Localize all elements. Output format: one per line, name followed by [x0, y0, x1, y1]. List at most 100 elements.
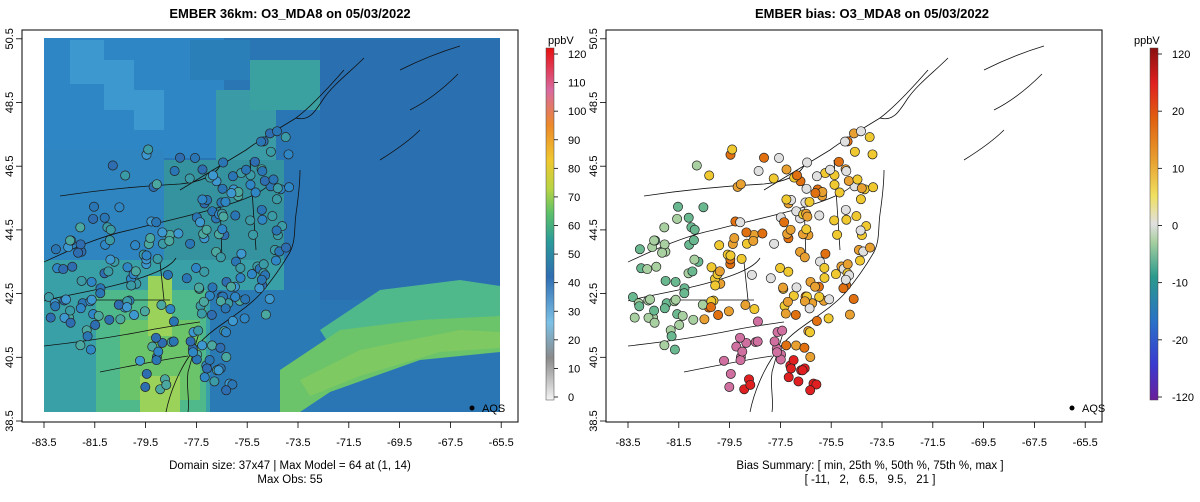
station-marker — [669, 344, 680, 355]
station-marker — [699, 314, 710, 325]
station-marker — [284, 182, 295, 193]
station-marker — [218, 157, 229, 168]
right-colorbar-ramp — [1149, 47, 1159, 401]
station-marker — [673, 201, 683, 212]
x-tick-label: -65.5 — [1073, 437, 1098, 449]
x-tick-label: -79.5 — [717, 437, 742, 449]
station-marker — [105, 224, 116, 235]
right-plot-frame — [605, 29, 1103, 423]
colorbar-tick-label: 20 — [568, 335, 580, 347]
station-marker — [775, 263, 786, 273]
station-marker — [651, 261, 662, 272]
station-marker — [777, 325, 788, 336]
station-marker — [107, 160, 118, 171]
x-tick-label: -83.5 — [615, 437, 640, 449]
station-marker — [688, 314, 699, 325]
station-marker — [99, 212, 110, 223]
station-marker — [61, 294, 71, 305]
station-marker — [227, 316, 238, 326]
y-tick-label: 44.5 — [588, 219, 600, 240]
station-marker — [848, 294, 859, 304]
station-marker — [805, 352, 816, 362]
station-marker — [113, 299, 124, 310]
colorbar-tick-label: 30 — [568, 306, 580, 318]
station-marker — [75, 303, 86, 314]
station-marker — [746, 269, 757, 280]
station-marker — [810, 188, 821, 199]
colorbar-tick-label: 90 — [568, 135, 580, 147]
colorbar-tick-label: 120 — [1172, 49, 1190, 61]
station-marker — [157, 227, 168, 238]
station-marker — [105, 254, 116, 265]
station-marker — [89, 201, 99, 212]
left-map-panel: -83.5 -81.5 -79.5 -77.5 -75.5 -73.5 -71.5 -69.5… — [4, 28, 586, 449]
station-marker — [723, 306, 734, 317]
station-marker — [797, 365, 808, 376]
station-marker — [202, 363, 212, 374]
station-marker — [115, 314, 126, 325]
station-marker — [250, 187, 261, 198]
colorbar-tick-label: 100 — [568, 106, 586, 118]
station-marker — [204, 355, 215, 366]
colorbar-tick-label: 60 — [568, 221, 580, 233]
station-marker — [43, 292, 54, 303]
station-marker — [168, 316, 179, 327]
station-marker — [271, 255, 281, 266]
station-marker — [634, 244, 645, 255]
station-marker — [759, 152, 769, 163]
station-marker — [629, 312, 640, 323]
station-marker — [197, 340, 208, 351]
station-marker — [188, 347, 198, 358]
station-marker — [851, 211, 862, 222]
station-marker — [649, 305, 660, 316]
station-marker — [799, 342, 810, 353]
station-marker — [193, 325, 204, 336]
station-marker — [194, 282, 204, 293]
station-marker — [842, 259, 853, 270]
station-marker — [674, 320, 685, 330]
station-marker — [151, 332, 161, 343]
station-marker — [729, 233, 740, 244]
x-tick-label: -77.5 — [184, 437, 209, 449]
station-marker — [864, 132, 875, 143]
station-marker — [697, 299, 708, 310]
colorbar-tick-label: 40 — [568, 278, 580, 290]
y-tick-label: 44.5 — [4, 219, 16, 240]
station-marker — [823, 313, 834, 324]
station-marker — [782, 296, 793, 307]
station-marker — [256, 204, 267, 215]
station-marker — [670, 276, 681, 287]
right-station-markers — [627, 126, 879, 396]
station-marker — [810, 281, 821, 292]
left-caption-domain: Domain size: 37x47 | Max Model = 64 at (… — [169, 460, 411, 472]
station-marker — [90, 320, 101, 330]
station-marker — [220, 196, 231, 207]
station-marker — [209, 376, 220, 387]
station-marker — [802, 211, 813, 222]
x-tick-label: -75.5 — [819, 437, 844, 449]
station-marker — [153, 346, 164, 357]
station-marker — [634, 301, 645, 312]
station-marker — [86, 276, 97, 287]
station-marker — [856, 126, 866, 137]
station-marker — [735, 355, 746, 366]
station-marker — [788, 355, 799, 366]
station-marker — [704, 170, 715, 181]
left-aqs-legend: AQS — [469, 403, 505, 415]
station-marker — [240, 294, 251, 305]
y-tick-label: 42.5 — [4, 283, 16, 304]
station-marker — [657, 247, 668, 258]
station-marker — [645, 294, 655, 305]
station-marker — [199, 372, 210, 383]
station-marker — [215, 296, 226, 307]
station-marker — [855, 194, 866, 205]
colorbar-tick-label: 10 — [1172, 163, 1184, 175]
colorbar-tick-label: 70 — [568, 192, 580, 204]
station-marker — [130, 240, 141, 251]
station-marker — [268, 174, 279, 185]
x-tick-label: -65.5 — [489, 437, 514, 449]
station-marker — [67, 261, 78, 272]
colorbar-tick-label: 50 — [568, 249, 580, 261]
station-marker — [740, 300, 751, 310]
